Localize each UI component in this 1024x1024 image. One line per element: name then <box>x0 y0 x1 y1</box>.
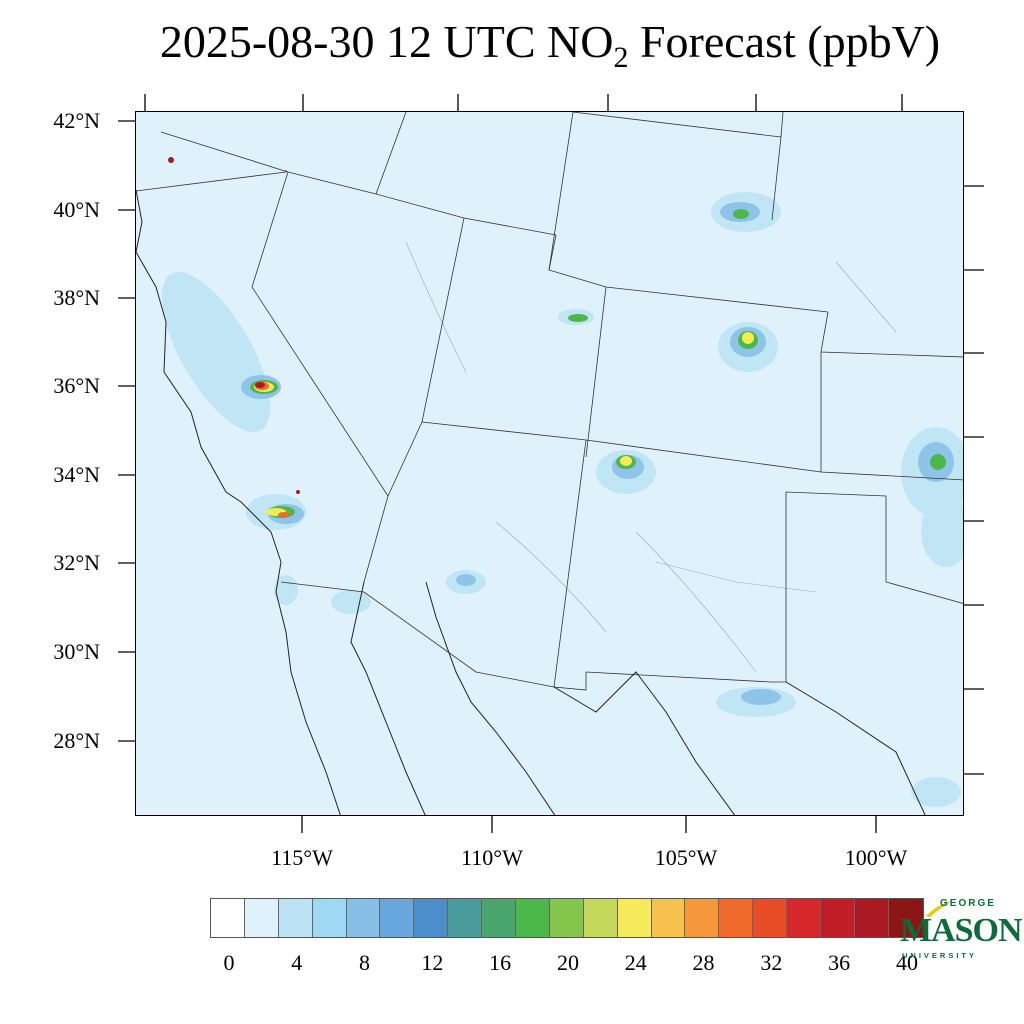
pacific-coastline <box>136 189 341 815</box>
lon-label-100w: 100°W <box>844 845 908 870</box>
lat-label-42: 42°N <box>53 108 100 133</box>
lat-label-38: 38°N <box>53 285 100 310</box>
pacific-ocean <box>136 112 144 182</box>
colorbar-box-16 <box>753 899 788 937</box>
colorbar-box-11 <box>583 899 618 937</box>
colorbar-box-6 <box>414 899 449 937</box>
colorbar-box-15 <box>719 899 754 937</box>
colorbar-label: 20 <box>556 950 579 975</box>
lat-label-30: 30°N <box>53 639 100 664</box>
colorbar-label: 24 <box>624 950 647 975</box>
logo-line3: UNIVERSITY <box>902 951 978 960</box>
lon-label-115w: 115°W <box>271 845 333 870</box>
colorbar-box-7 <box>448 899 483 937</box>
colorbar-label: 32 <box>760 950 783 975</box>
colorbar-box-20 <box>888 899 923 937</box>
lat-label-40: 40°N <box>53 197 100 222</box>
lat-label-36: 36°N <box>53 373 100 398</box>
map-title: 2025-08-30 12 UTC NO2 Forecast (ppbV) <box>159 16 941 74</box>
colorbar-label: 16 <box>489 950 512 975</box>
colorbar-box-3 <box>312 899 347 937</box>
colorbar-label: 36 <box>828 950 851 975</box>
colorbar-legend <box>210 898 924 938</box>
colorbar-label: 40 <box>895 950 918 975</box>
george-mason-logo: GEORGE MASON UNIVERSITY <box>898 898 1023 968</box>
lat-label-32: 32°N <box>53 550 100 575</box>
colorbar-box-17 <box>787 899 822 937</box>
colorbar-label: 28 <box>692 950 715 975</box>
lon-label-105w: 105°W <box>654 845 718 870</box>
colorbar-box-2 <box>278 899 313 937</box>
lat-label-34: 34°N <box>53 462 100 487</box>
colorbar-box-13 <box>651 899 686 937</box>
logo-line1: GEORGE <box>940 898 996 909</box>
colorbar-label: 4 <box>291 950 303 975</box>
colorbar-box-12 <box>617 899 652 937</box>
no2-concentration-map <box>136 112 963 815</box>
colorbar-box-18 <box>821 899 855 937</box>
border-ca-nv <box>136 170 287 192</box>
colorbar-box-5 <box>380 899 415 937</box>
logo-line2: MASON <box>900 912 1023 949</box>
colorbar-box-10 <box>549 899 584 937</box>
colorbar-box-4 <box>346 899 381 937</box>
lon-label-110w: 110°W <box>461 845 523 870</box>
colorbar-box-8 <box>482 899 517 937</box>
colorbar-box-14 <box>685 899 720 937</box>
colorbar-box-0 <box>211 899 245 937</box>
gmu-swoosh-icon <box>926 901 952 917</box>
colorbar-label: 0 <box>223 950 235 975</box>
map-panel[interactable] <box>135 111 964 816</box>
colorbar-box-1 <box>244 899 279 937</box>
colorbar-box-19 <box>854 899 889 937</box>
colorbar-label: 8 <box>359 950 371 975</box>
lat-label-28: 28°N <box>53 728 100 753</box>
colorbar-box-9 <box>516 899 550 937</box>
colorbar-label: 12 <box>421 950 444 975</box>
